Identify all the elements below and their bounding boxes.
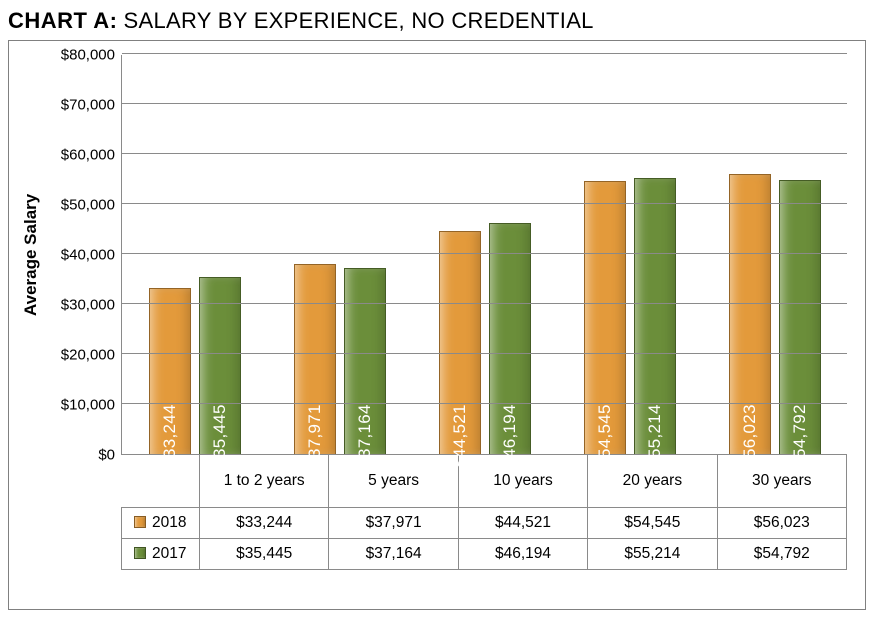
category-cell: 10 years <box>458 455 587 507</box>
gridline <box>122 403 847 404</box>
category-cell: 30 years <box>717 455 846 507</box>
bar-group: $37,971$37,164 <box>267 55 412 454</box>
legend-cell: 2017 <box>122 538 200 569</box>
y-axis: $0$10,000$20,000$30,000$40,000$50,000$60… <box>45 55 121 455</box>
y-tick-label: $70,000 <box>61 97 115 114</box>
chart-title: CHART A: SALARY BY EXPERIENCE, NO CREDEN… <box>8 8 866 34</box>
y-tick-label: $30,000 <box>61 297 115 314</box>
category-cell: 5 years <box>329 455 458 507</box>
y-tick-label: $50,000 <box>61 197 115 214</box>
y-tick-label: $40,000 <box>61 247 115 264</box>
bar: $37,164 <box>344 268 386 454</box>
value-cell: $56,023 <box>717 507 846 538</box>
value-cell: $54,545 <box>588 507 717 538</box>
gridline <box>122 303 847 304</box>
bar-value-label: $33,244 <box>160 404 180 468</box>
table-row: 1 to 2 years5 years10 years20 years30 ye… <box>122 455 847 507</box>
bar-group: $56,023$54,792 <box>702 55 847 454</box>
bar-value-label: $37,164 <box>355 404 375 468</box>
bar-group: $44,521$46,194 <box>412 55 557 454</box>
legend-series-name: 2017 <box>152 545 186 562</box>
bar-value-label: $54,792 <box>790 404 810 468</box>
value-cell: $44,521 <box>458 507 587 538</box>
bar: $46,194 <box>489 223 531 454</box>
bar-value-label: $44,521 <box>450 404 470 468</box>
y-tick-label: $20,000 <box>61 347 115 364</box>
bar-group: $33,244$35,445 <box>122 55 267 454</box>
bar-value-label: $35,445 <box>210 404 230 468</box>
legend-swatch-icon <box>134 516 146 528</box>
value-cell: $33,244 <box>200 507 329 538</box>
bar: $54,545 <box>584 181 626 454</box>
plot-row: $0$10,000$20,000$30,000$40,000$50,000$60… <box>45 55 847 455</box>
value-cell: $54,792 <box>717 538 846 569</box>
gridline <box>122 203 847 204</box>
legend-series-name: 2018 <box>152 514 186 531</box>
data-table: 1 to 2 years5 years10 years20 years30 ye… <box>121 455 847 570</box>
bar: $54,792 <box>779 180 821 454</box>
value-cell: $46,194 <box>458 538 587 569</box>
y-tick-label: $60,000 <box>61 147 115 164</box>
value-cell: $37,971 <box>329 507 458 538</box>
chart-frame: Average Salary $0 $10,000 $20,000 $30,000 $4… <box>8 40 866 610</box>
y-axis-label: Average Salary <box>19 55 43 455</box>
bar: $33,244 <box>149 288 191 454</box>
bar-value-label: $46,194 <box>500 404 520 468</box>
gridline <box>122 103 847 104</box>
bar: $55,214 <box>634 178 676 454</box>
legend-cell: 2018 <box>122 507 200 538</box>
chart-title-rest: SALARY BY EXPERIENCE, NO CREDENTIAL <box>124 8 594 34</box>
bar-value-label: $56,023 <box>740 404 760 468</box>
table-row: 2018 $33,244$37,971$44,521$54,545$56,023 <box>122 507 847 538</box>
legend-swatch-icon <box>134 547 146 559</box>
value-cell: $35,445 <box>200 538 329 569</box>
bar-value-label: $54,545 <box>595 404 615 468</box>
bar: $37,971 <box>294 264 336 454</box>
plot-area: $33,244$35,445$37,971$37,164$44,521$46,1… <box>121 55 847 455</box>
chart-body: $0 $10,000 $20,000 $30,000 $40,000 $50,000 $60… <box>45 55 847 595</box>
gridline <box>122 353 847 354</box>
bar-value-label: $37,971 <box>305 404 325 468</box>
bar-value-label: $55,214 <box>645 404 665 468</box>
value-cell: $55,214 <box>588 538 717 569</box>
gridline <box>122 253 847 254</box>
bar: $44,521 <box>439 231 481 454</box>
gridline <box>122 153 847 154</box>
y-tick-label: $0 <box>98 447 115 464</box>
bar: $56,023 <box>729 174 771 454</box>
chart-title-bold: CHART A: <box>8 8 118 34</box>
table-row: 2017 $35,445$37,164$46,194$55,214$54,792 <box>122 538 847 569</box>
value-cell: $37,164 <box>329 538 458 569</box>
gridline <box>122 53 847 54</box>
y-tick-label: $80,000 <box>61 47 115 64</box>
bar-groups: $33,244$35,445$37,971$37,164$44,521$46,1… <box>122 55 847 454</box>
bar-group: $54,545$55,214 <box>557 55 702 454</box>
y-tick-label: $10,000 <box>61 397 115 414</box>
